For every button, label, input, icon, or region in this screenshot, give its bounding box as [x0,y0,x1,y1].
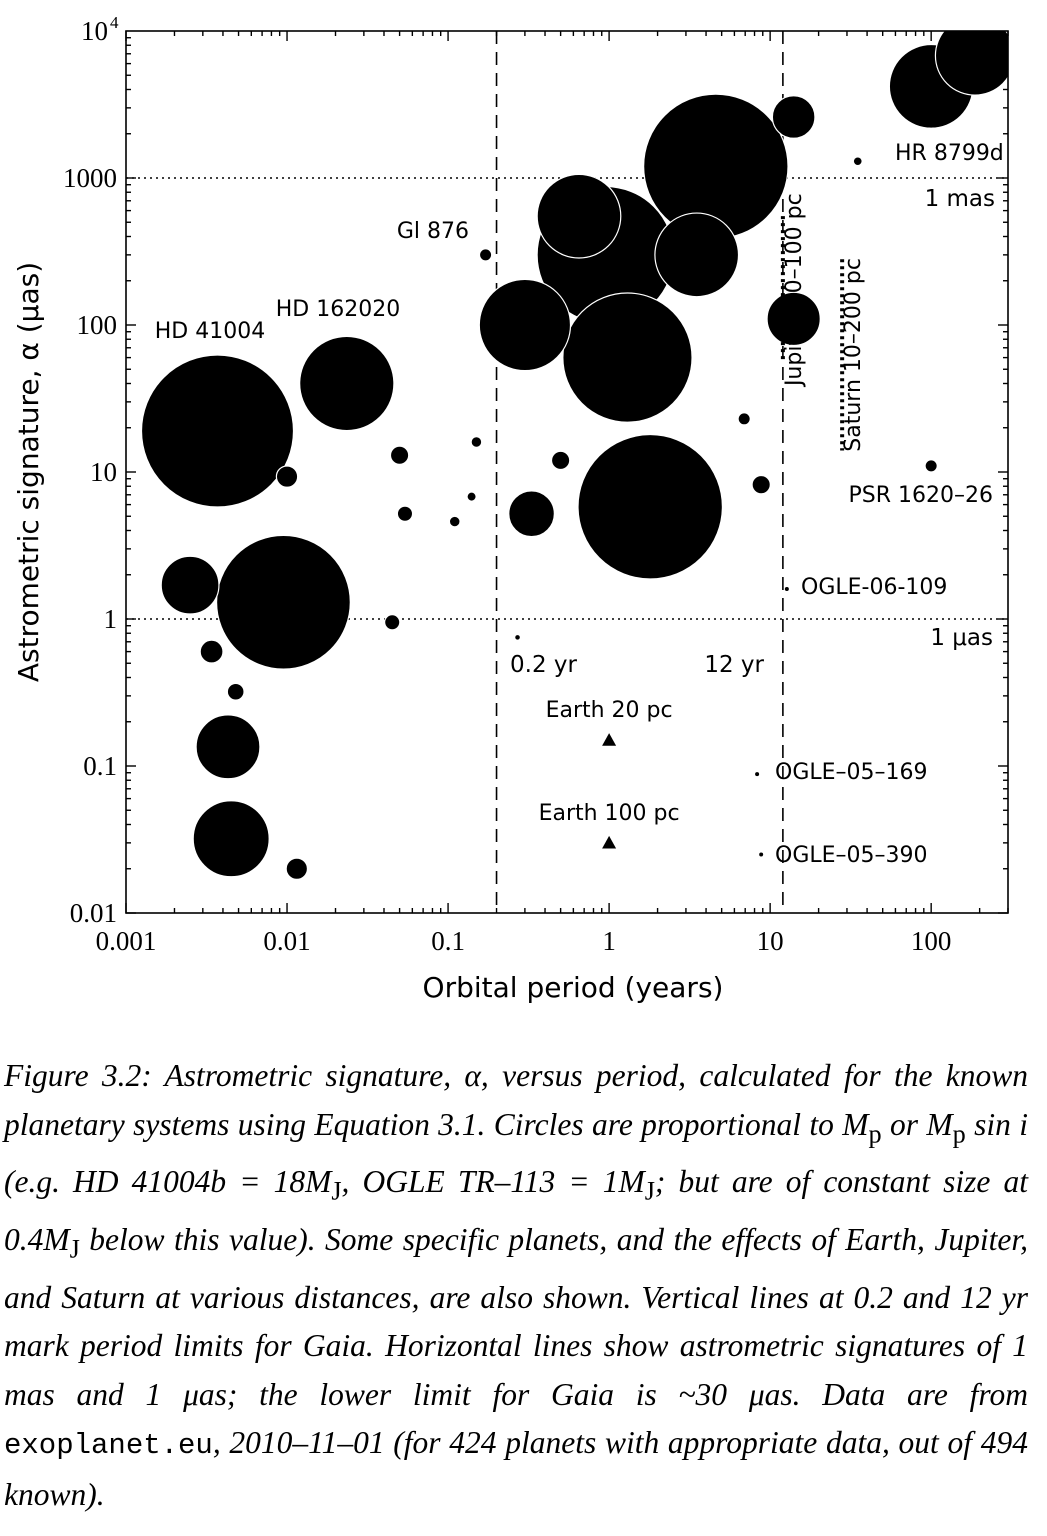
caption-text-eg: (e.g. HD 41004b = 18M [4,1164,332,1200]
annotation-label: Gl 876 [397,219,469,244]
caption-sub-j3: J [69,1234,80,1264]
planet-circle [389,445,410,465]
planet-circle [577,433,724,580]
planet-circle [562,292,693,423]
x-axis-title: Orbital period (years) [423,971,724,1004]
range-label-saturn: Saturn 10–200 pc [841,258,866,452]
caption-text-sini: sin i [965,1106,1028,1142]
y-tick-label: 10 [90,457,117,487]
caption-label: Figure 3.2: [4,1058,152,1093]
earth-triangle [602,835,617,849]
annotation-label: OGLE-06-109 [801,575,947,600]
planet-circle [771,95,816,139]
planet-circle [470,436,483,448]
astrometric-chart: 0.2 yr 12 yr 1 mas 1 μas Earth 20 pc Earth 10… [12,13,1009,1004]
planet-circle [215,534,351,670]
y-axis-title: Astrometric signature, α (μas) [12,262,45,682]
annotation-label: HR 8799d [895,141,1004,166]
caption-text-const: ; but are of constant size at 0.4M [4,1164,1028,1258]
planet-circle [755,772,760,777]
caption-sub-j2: J [644,1176,655,1206]
x-tick-label: 0.1 [431,926,465,956]
caption-sub-j1: J [331,1176,342,1206]
planet-circle [643,93,789,240]
x-tick-label: 0.01 [263,926,310,956]
planet-circle [199,639,224,664]
planet-circle [536,173,622,259]
ref-label-1mas: 1 mas [925,186,995,212]
planet-circle [384,614,401,631]
caption-source: exoplanet.eu [4,1429,213,1463]
figure-caption: Figure 3.2: Astrometric signature, α, ve… [4,1052,1028,1519]
planet-circle [226,682,245,701]
planet-circle [285,857,309,880]
planet-circle [654,212,740,298]
y-tick-label: 0.01 [70,898,117,928]
planet-circle [160,555,220,615]
x-tick-label: 0.001 [96,926,157,956]
data-points [140,31,1008,880]
planet-circle [299,335,395,432]
ref-label-12yr: 12 yr [704,652,764,678]
planet-circle [934,31,1008,96]
ref-label-1uas: 1 μas [930,625,993,651]
annotation-label: PSR 1620–26 [849,483,994,508]
earth-label: Earth 100 pc [539,801,680,826]
ref-label-0.2yr: 0.2 yr [510,652,578,678]
annotation-label: OGLE–05–169 [775,760,928,785]
y-tick-label: 0.1 [83,751,117,781]
earth-label: Earth 20 pc [546,698,673,723]
planet-circle [140,354,295,508]
planet-circle [515,635,520,640]
planet-circle [737,412,751,426]
y-tick-label: 1000 [63,163,117,193]
planet-circle [784,586,789,591]
annotation-label: HD 41004 [155,319,265,344]
y-tick-label: 100 [77,310,118,340]
planet-circle [195,714,261,780]
range-label-jupiter: Jupiter 10–100 pc [782,193,807,388]
planet-circle [550,450,571,471]
planet-circle [478,248,493,262]
text-labels: 0.2 yr 12 yr 1 mas 1 μas Earth 20 pc Earth 10… [12,13,1004,1004]
planet-circle [192,800,270,878]
caption-text-1: Astrometric signature, α, versus period,… [4,1058,1028,1142]
annotation-label: HD 162020 [276,297,400,322]
planet-circle [275,465,299,488]
x-tick-label: 10 [757,926,784,956]
planet-circle [448,515,461,528]
caption-text-3: , 2010–11–01 (for 424 planets with appro… [4,1425,1028,1512]
x-tick-label: 100 [911,926,952,956]
y-tick-label: 10 [81,16,108,46]
figure: 0.2 yr 12 yr 1 mas 1 μas Earth 20 pc Earth 10… [12,13,1009,1004]
planet-circle [396,505,414,522]
planet-circle [759,852,764,857]
planet-circle [924,459,938,473]
planet-circle [508,490,555,538]
planet-circle [766,291,821,347]
caption-text-2: below this value). Some specific planets… [4,1222,1028,1412]
axis-ticks [125,31,1009,914]
caption-text-or: or M [881,1106,953,1142]
caption-text-ogle: , OGLE TR–113 = 1M [341,1164,645,1200]
earth-triangle [602,733,617,746]
annotation-label: OGLE–05–390 [775,843,928,868]
planet-circle [853,157,862,166]
planet-circle [466,491,477,502]
caption-sub-p2: p [952,1118,966,1148]
planet-circle [478,278,572,372]
x-tick-label: 1 [602,926,616,956]
caption-sub-p1: p [868,1118,882,1148]
planet-circle [751,474,771,495]
y-tick-label: 1 [104,604,118,634]
y-tick-label-exponent: 4 [110,13,119,32]
